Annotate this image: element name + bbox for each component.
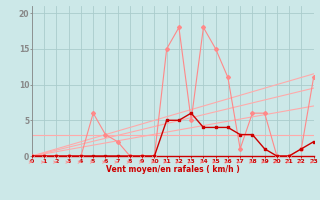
- X-axis label: Vent moyen/en rafales ( km/h ): Vent moyen/en rafales ( km/h ): [106, 165, 240, 174]
